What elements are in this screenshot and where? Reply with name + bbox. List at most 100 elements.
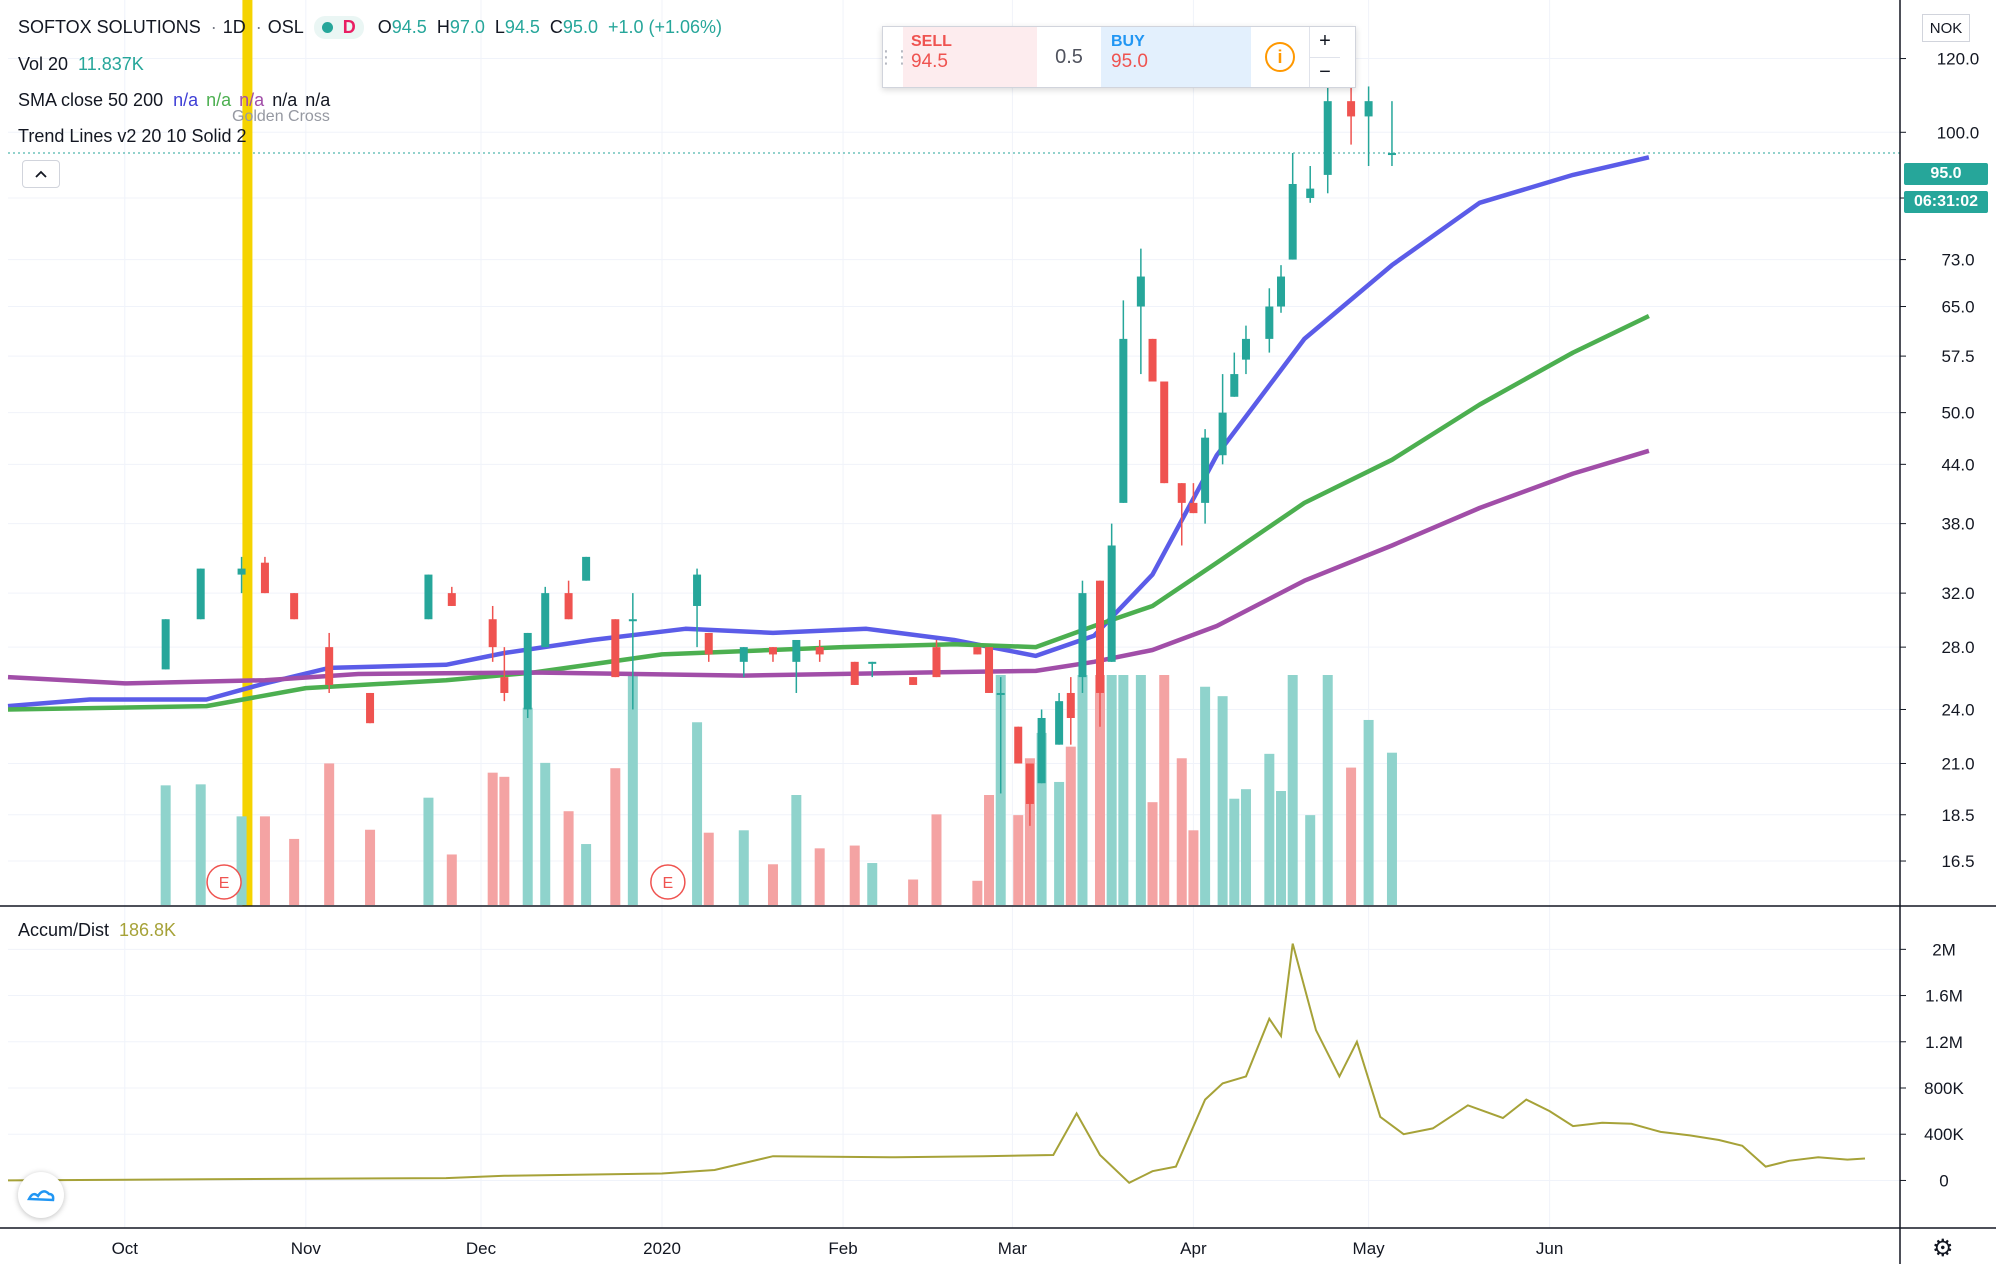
volume-bar [1013, 815, 1024, 905]
quantity-minus-button[interactable]: − [1319, 60, 1331, 83]
price-tick-label: 65.0 [1941, 298, 1974, 317]
earnings-marker[interactable]: E [206, 864, 242, 900]
sma-value-2: n/a [206, 90, 232, 110]
volume-bar [1065, 746, 1076, 905]
candle-body [1095, 580, 1104, 693]
symbol-name[interactable]: SOFTOX SOLUTIONS [18, 17, 201, 37]
accum-dist-legend[interactable]: Accum/Dist 186.8K [18, 920, 176, 941]
sma-line-2 [7, 313, 1650, 712]
sma-line-3 [7, 448, 1650, 686]
high-label: H [436, 17, 450, 37]
candle-body [815, 647, 824, 655]
collapse-legend-button[interactable] [22, 160, 60, 188]
volume-bar [289, 838, 300, 905]
ad-tick-label: 2M [1932, 940, 1956, 959]
candle-body [1136, 276, 1145, 307]
volume-bar [1106, 675, 1117, 905]
close-value: 95.0 [562, 17, 598, 37]
time-tick-label: May [1353, 1239, 1386, 1258]
volume-bar [1200, 686, 1211, 905]
candle-body [628, 619, 637, 622]
volume-bar [1094, 675, 1105, 905]
sma-legend[interactable]: SMA close 50 200 n/a n/a n/a n/a n/a [18, 90, 340, 111]
volume-bar [1118, 675, 1129, 905]
interval[interactable]: 1D [222, 17, 246, 37]
golden-cross-band [242, 0, 253, 906]
sell-button[interactable]: SELL 94.5 [903, 27, 1037, 87]
candle-body [424, 574, 433, 620]
earnings-circle [206, 864, 242, 900]
volume-bar [236, 816, 247, 905]
volume-bar [540, 762, 551, 905]
candle-body [1014, 726, 1023, 764]
time-tick-label: 2020 [643, 1239, 681, 1258]
volume-bar [1264, 753, 1275, 905]
market-status-badge[interactable]: D [313, 16, 364, 39]
tradingview-logo-icon[interactable] [18, 1172, 64, 1218]
candlesticks [161, 86, 1396, 826]
golden-cross-label: Golden Cross [232, 108, 330, 125]
candle-body [1177, 483, 1186, 503]
time-tick-label: Nov [291, 1239, 322, 1258]
accum-dist-line [7, 943, 1866, 1185]
volume-bar [1135, 675, 1146, 905]
price-tick-label: 38.0 [1941, 515, 1974, 534]
candle-body [1364, 101, 1373, 117]
candle-body [1288, 183, 1297, 260]
volume-bar [365, 829, 376, 905]
volume-bar [1240, 789, 1251, 905]
volume-bar [908, 879, 919, 905]
time-tick-label: Jun [1536, 1239, 1563, 1258]
quantity-plus-button[interactable]: + [1310, 27, 1340, 58]
status-letter: D [342, 17, 356, 37]
info-button[interactable]: i [1251, 27, 1309, 87]
currency-label[interactable]: NOK [1922, 14, 1970, 42]
ad-tick-label: 1.2M [1925, 1033, 1963, 1052]
price-tick-label: 28.0 [1941, 638, 1974, 657]
volume-bar [1176, 758, 1187, 905]
price-tick-label: 44.0 [1941, 455, 1974, 474]
candle-body [1347, 101, 1356, 117]
buy-button[interactable]: BUY 95.0 [1101, 27, 1251, 87]
volume-legend[interactable]: Vol 20 11.837K [18, 54, 154, 75]
volume-bar [791, 795, 802, 905]
trade-panel: ⋮⋮ SELL 94.5 0.5 BUY 95.0 i + − [877, 26, 1356, 88]
accum-dist-series [7, 943, 1866, 1185]
change-value: +1.0 (+1.06%) [607, 17, 723, 37]
candle-body [447, 593, 456, 606]
candle-body [1160, 381, 1169, 484]
sma-value-1: n/a [173, 90, 199, 110]
grid [8, 0, 1900, 1228]
volume-bar [1217, 696, 1228, 905]
price-tick-label: 32.0 [1941, 584, 1974, 603]
volume-bar [259, 816, 270, 905]
price-tick-label: 21.0 [1941, 754, 1974, 773]
volume-bar [1036, 732, 1047, 905]
volume-bar [160, 785, 171, 905]
volume-label: Vol 20 [18, 54, 69, 74]
volume-bar [849, 845, 860, 905]
drag-handle-icon[interactable]: ⋮⋮ [877, 46, 911, 67]
countdown-tag: 06:31:02 [1904, 191, 1988, 213]
trend-lines-legend[interactable]: Trend Lines v2 20 10 Solid 2 [18, 126, 256, 147]
buy-label: BUY [1111, 33, 1145, 50]
candle-body [868, 661, 877, 664]
candle-body [973, 647, 982, 655]
candle-body [1218, 412, 1227, 456]
price-tick-label: 120.0 [1937, 50, 1980, 69]
candle-body [704, 632, 713, 655]
earnings-marker[interactable]: E [650, 864, 686, 900]
settings-gear-icon[interactable]: ⚙ [1932, 1235, 1954, 1262]
volume-bar [627, 675, 638, 905]
candle-body [909, 677, 918, 685]
sma-value-4: n/a [272, 90, 298, 110]
volume-bar [446, 854, 457, 905]
candle-body [1306, 188, 1315, 199]
open-value: 94.5 [391, 17, 427, 37]
exchange: OSL [267, 17, 304, 37]
time-tick-label: Apr [1180, 1239, 1207, 1258]
sell-price: 94.5 [911, 51, 948, 72]
volume-bar [610, 768, 621, 905]
